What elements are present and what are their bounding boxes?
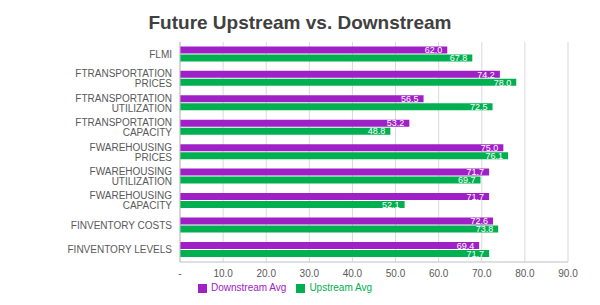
svg-text:74.2: 74.2 xyxy=(477,70,495,80)
svg-text:71.7: 71.7 xyxy=(466,167,485,178)
svg-text:70.0: 70.0 xyxy=(472,268,492,279)
svg-text:30.0: 30.0 xyxy=(300,268,320,279)
html-text:Downstream Avg: Downstream Avg xyxy=(211,282,287,293)
svg-text:71.7: 71.7 xyxy=(467,192,485,202)
svg-text:53.2: 53.2 xyxy=(387,118,405,128)
svg-text:48.8: 48.8 xyxy=(368,126,386,136)
svg-text:FWAREHOUSINGPRICES: FWAREHOUSINGPRICES xyxy=(90,142,173,163)
svg-text:FTRANSPORTATIONPRICES: FTRANSPORTATIONPRICES xyxy=(75,68,172,89)
html-text:Future Upstream vs. Downstream: Future Upstream vs. Downstream xyxy=(148,12,452,33)
svg-text:67.8: 67.8 xyxy=(450,53,468,63)
svg-text:52.1: 52.1 xyxy=(382,200,400,210)
svg-text:50.0: 50.0 xyxy=(386,268,406,279)
svg-text:80.0: 80.0 xyxy=(515,268,535,279)
svg-text:20.0: 20.0 xyxy=(256,268,276,279)
svg-text:60.0: 60.0 xyxy=(429,268,449,279)
svg-text:78.0: 78.0 xyxy=(494,78,512,88)
svg-text:73.8: 73.8 xyxy=(476,224,494,234)
svg-text:FTRANSPORTATIONUTILIZATION: FTRANSPORTATIONUTILIZATION xyxy=(75,93,172,114)
svg-text:FLMI: FLMI xyxy=(149,49,172,60)
svg-text:76.1: 76.1 xyxy=(486,151,504,161)
svg-text:90.0: 90.0 xyxy=(558,268,578,279)
svg-text:-: - xyxy=(178,268,181,279)
svg-text:FWAREHOUSINGCAPACITY: FWAREHOUSINGCAPACITY xyxy=(90,190,173,211)
svg-text:FINVENTORY COSTS: FINVENTORY COSTS xyxy=(71,220,172,231)
svg-text:71.7: 71.7 xyxy=(467,249,485,259)
svg-text:75.0: 75.0 xyxy=(480,142,499,153)
svg-text:FTRANSPORTATIONCAPACITY: FTRANSPORTATIONCAPACITY xyxy=(75,117,172,138)
svg-text:40.0: 40.0 xyxy=(343,268,363,279)
svg-text:69.4: 69.4 xyxy=(456,240,475,251)
html-text:Upstream Avg: Upstream Avg xyxy=(309,282,372,293)
svg-text:FWAREHOUSINGUTILIZATION: FWAREHOUSINGUTILIZATION xyxy=(90,166,173,187)
svg-text:72.5: 72.5 xyxy=(470,102,488,112)
svg-text:72.6: 72.6 xyxy=(470,216,488,227)
svg-text:10.0: 10.0 xyxy=(213,268,233,279)
svg-text:FINVENTORY LEVELS: FINVENTORY LEVELS xyxy=(68,244,173,255)
svg-text:56.5: 56.5 xyxy=(401,94,419,104)
svg-text:69.7: 69.7 xyxy=(458,175,476,185)
svg-text:62.0: 62.0 xyxy=(425,45,443,55)
